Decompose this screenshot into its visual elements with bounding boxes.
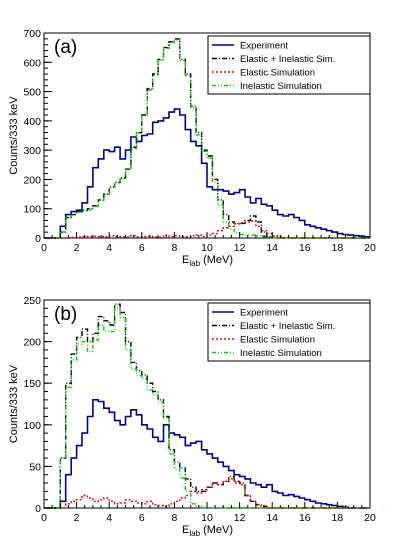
x-tick-label: 2	[74, 512, 80, 524]
legend-b: Experiment Elastic + Inelastic Sim. Elasti…	[207, 302, 371, 362]
x-tick-label: 2	[74, 242, 80, 254]
legend-a: Experiment Elastic + Inelastic Sim. Elasti…	[207, 35, 371, 95]
x-axis-title-a: Elab (MeV)	[182, 254, 233, 268]
y-tick-label: 0	[35, 503, 41, 515]
y-tick-label: 200	[23, 174, 41, 186]
x-tick-label: 0	[41, 512, 47, 524]
y-tick-label: 250	[23, 295, 41, 307]
x-tick-label: 16	[299, 242, 311, 254]
x-axis-title-unit-a: (MeV)	[200, 254, 233, 266]
y-tick-label: 400	[23, 116, 41, 128]
x-axis-title-b: Elab (MeV)	[182, 524, 233, 538]
x-tick-label: 14	[266, 242, 278, 254]
x-tick-label: 16	[299, 512, 311, 524]
x-tick-label: 10	[201, 512, 213, 524]
x-axis-title-main-b: E	[182, 524, 189, 536]
legend-entry-label: Elastic Simulation	[240, 68, 315, 79]
y-axis-title-a: Counts/333 keV	[8, 96, 20, 175]
y-tick-label: 150	[23, 378, 41, 390]
y-tick-label: 200	[23, 337, 41, 349]
x-tick-label: 6	[139, 242, 145, 254]
x-tick-label: 20	[364, 512, 376, 524]
x-tick-label: 20	[364, 242, 376, 254]
series-experiment-line	[44, 399, 370, 509]
chart-panel-a: 0 2 4 6 8 10 12 14 16 18 200100200300400500600700 …	[8, 28, 376, 268]
y-tick-label: 100	[23, 204, 41, 216]
panel-label-b: (b)	[54, 304, 77, 325]
legend-entry-label: Elastic + Inelastic Sim.	[240, 321, 335, 332]
y-tick-label: 100	[23, 420, 41, 432]
y-tick-label: 700	[23, 28, 41, 40]
x-tick-label: 8	[171, 242, 177, 254]
plot-marks-b	[44, 303, 370, 509]
x-axis-title-sub-b: lab	[189, 529, 200, 538]
y-axis-title-b: Counts/333 keV	[8, 364, 20, 443]
x-tick-label: 8	[171, 512, 177, 524]
x-tick-label: 6	[139, 512, 145, 524]
legend-entry-label: Inelastic Simulation	[240, 81, 322, 92]
x-axis-title-unit-b: (MeV)	[200, 524, 233, 536]
y-tick-label: 300	[23, 145, 41, 157]
y-tick-label: 50	[29, 461, 41, 473]
x-tick-label: 18	[332, 512, 344, 524]
x-tick-label: 10	[201, 242, 213, 254]
x-tick-label: 12	[234, 512, 246, 524]
x-tick-label: 0	[41, 242, 47, 254]
series-elastic-simulation-line	[44, 220, 370, 239]
x-tick-label: 4	[106, 242, 112, 254]
legend-entry-label: Inelastic Simulation	[240, 348, 322, 359]
legend-entry-label: Experiment	[240, 308, 288, 319]
series-elastic-simulation-line	[44, 478, 370, 509]
x-tick-label: 4	[106, 512, 112, 524]
x-axis-title-main-a: E	[182, 254, 189, 266]
x-tick-label: 14	[266, 512, 278, 524]
series-inelastic-simulation-line	[44, 307, 370, 509]
y-tick-label: 500	[23, 87, 41, 99]
legend-entry-label: Elastic + Inelastic Sim.	[240, 54, 335, 65]
series-experiment-line	[44, 108, 370, 239]
y-tick-label: 0	[35, 233, 41, 245]
legend-entry-label: Elastic Simulation	[240, 335, 315, 346]
legend-entry-label: Experiment	[240, 41, 288, 52]
plot-marks-a	[44, 38, 370, 239]
x-axis-title-sub-a: lab	[189, 259, 200, 268]
legend-box	[207, 35, 371, 95]
legend-box	[207, 302, 371, 362]
x-tick-label: 18	[332, 242, 344, 254]
y-tick-label: 600	[23, 57, 41, 69]
x-tick-label: 12	[234, 242, 246, 254]
series-inelastic-simulation-line	[44, 39, 370, 239]
panel-label-a: (a)	[54, 37, 77, 58]
